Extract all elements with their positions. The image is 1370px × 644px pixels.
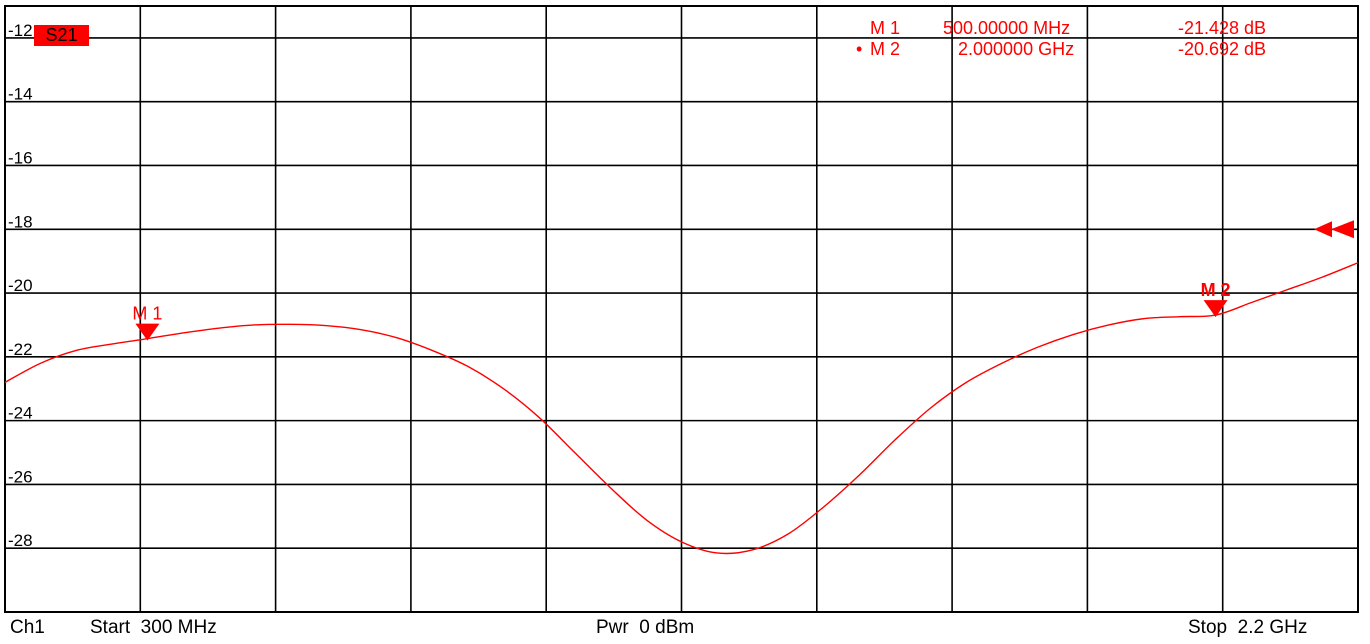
y-tick-label: -22 xyxy=(8,340,33,359)
marker-2-label: M 2 xyxy=(1201,280,1231,300)
trace-label-badge[interactable]: S21 xyxy=(34,25,89,46)
y-tick-label: -24 xyxy=(8,404,33,423)
marker-1-label: M 1 xyxy=(132,304,162,324)
y-tick-label: -26 xyxy=(8,467,33,486)
y-tick-label: -20 xyxy=(8,276,33,295)
marker-1-value: -21.428 dB xyxy=(1178,18,1267,38)
y-tick-label: -18 xyxy=(8,212,33,231)
start-frequency[interactable]: Start 300 MHz xyxy=(90,617,217,638)
marker-1-name: M 1 xyxy=(870,18,901,38)
marker-1-triangle xyxy=(135,323,160,341)
y-tick-label: -28 xyxy=(8,531,33,550)
marker-2-value: -20.692 dB xyxy=(1178,39,1267,59)
trace-line xyxy=(4,262,1359,555)
marker-1-frequency: 500.00000 MHz xyxy=(943,18,1071,38)
y-tick-label: -12 xyxy=(8,21,33,40)
reference-level-arrow-icon xyxy=(1331,220,1354,239)
channel-label: Ch1 xyxy=(10,617,45,638)
y-tick-label: -14 xyxy=(8,85,33,104)
reference-level-arrow-icon xyxy=(1314,221,1332,238)
y-tick-label: -16 xyxy=(8,148,33,167)
marker-2-triangle xyxy=(1203,300,1228,318)
stop-frequency[interactable]: Stop 2.2 GHz xyxy=(1188,617,1308,638)
active-marker-dot-icon: • xyxy=(856,39,863,59)
power-level[interactable]: Pwr 0 dBm xyxy=(596,617,695,638)
marker-2-name: M 2 xyxy=(870,39,901,59)
marker-2-frequency: 2.000000 GHz xyxy=(958,39,1075,59)
